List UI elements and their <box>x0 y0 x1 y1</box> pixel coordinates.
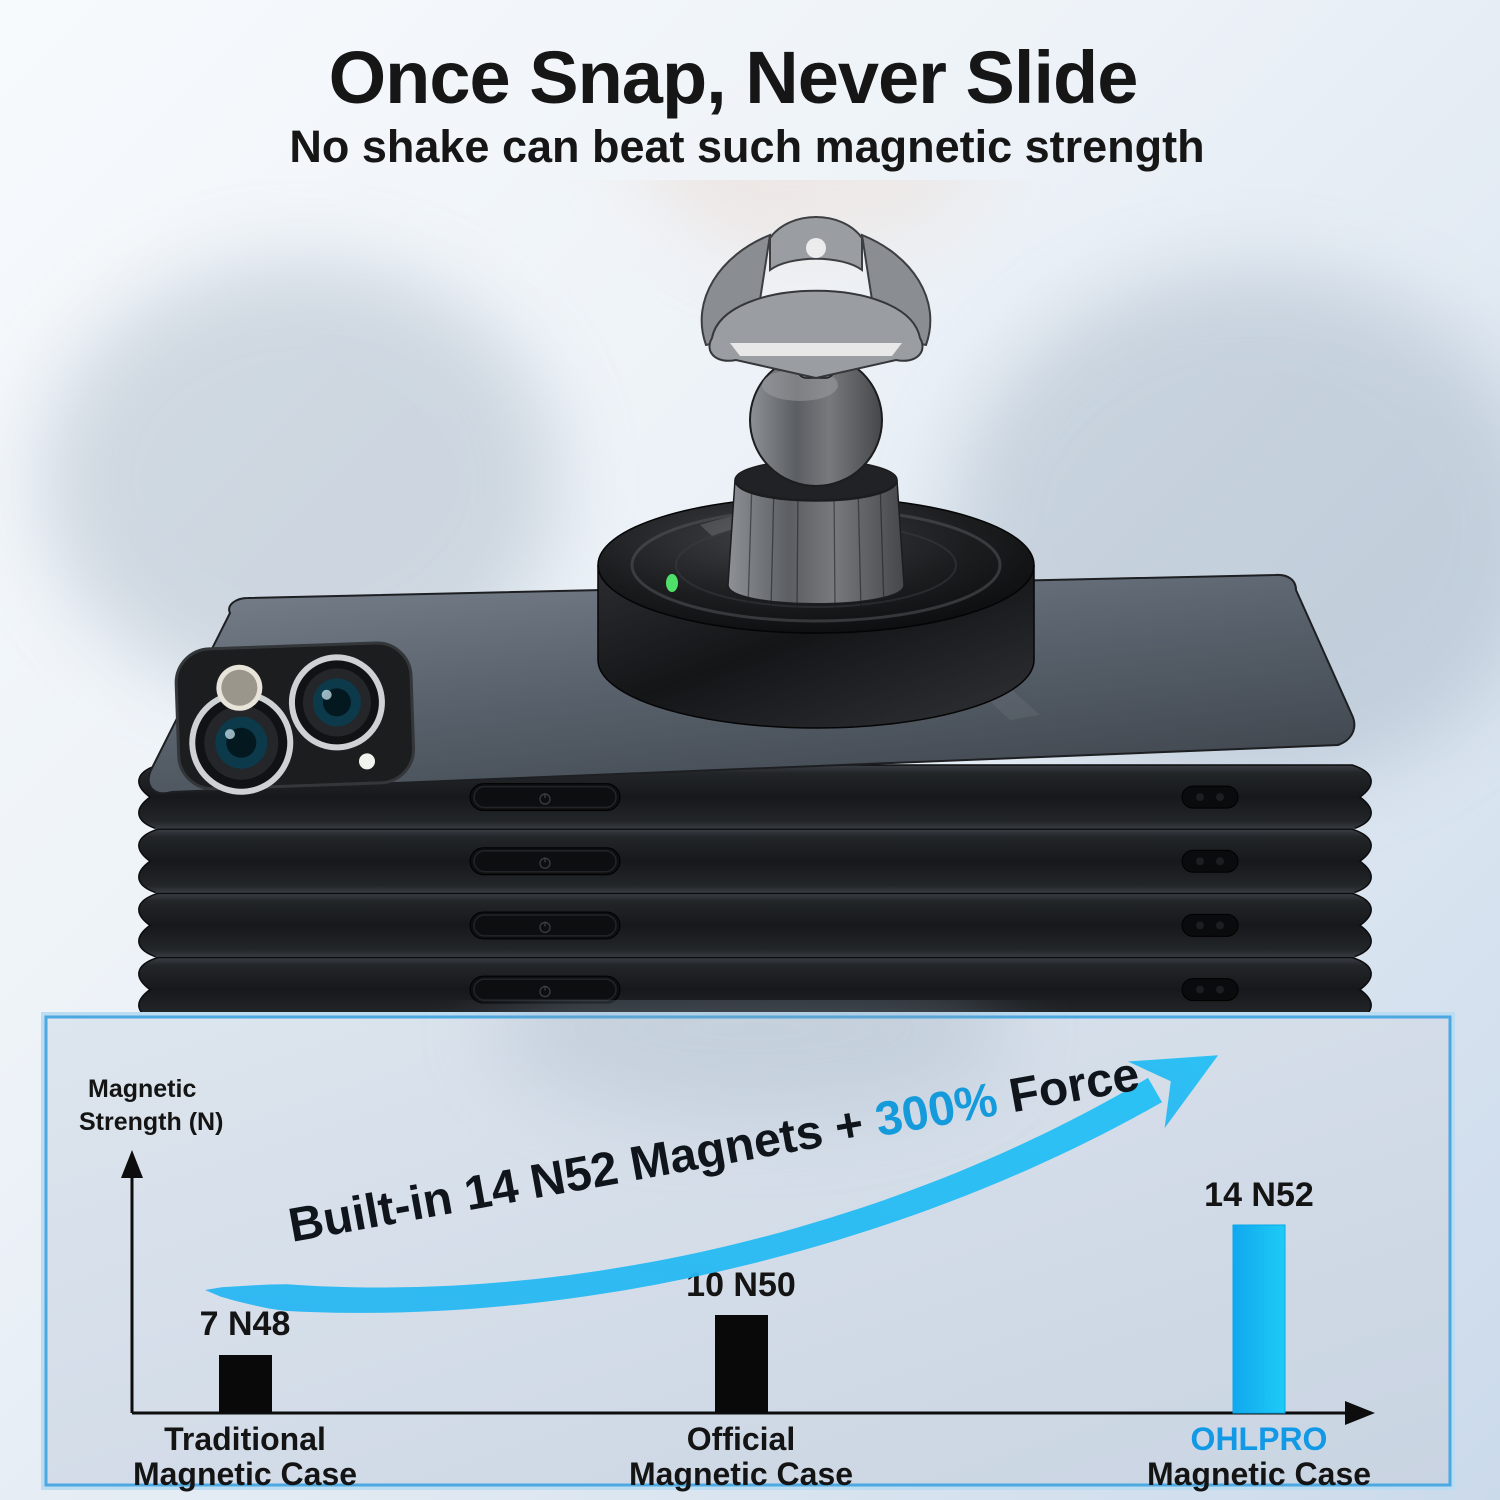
svg-text:14 N52: 14 N52 <box>1204 1176 1314 1214</box>
svg-text:Strength (N): Strength (N) <box>79 1108 223 1136</box>
svg-text:7 N48: 7 N48 <box>200 1305 291 1343</box>
svg-text:Traditional: Traditional <box>164 1421 326 1457</box>
svg-text:OHLPRO: OHLPRO <box>1191 1421 1328 1457</box>
svg-text:Magnetic Case: Magnetic Case <box>629 1456 853 1492</box>
svg-text:Magnetic: Magnetic <box>88 1075 196 1103</box>
svg-text:Official: Official <box>687 1421 795 1457</box>
svg-text:Magnetic Case: Magnetic Case <box>1147 1456 1371 1492</box>
svg-text:Magnetic Case: Magnetic Case <box>133 1456 357 1492</box>
